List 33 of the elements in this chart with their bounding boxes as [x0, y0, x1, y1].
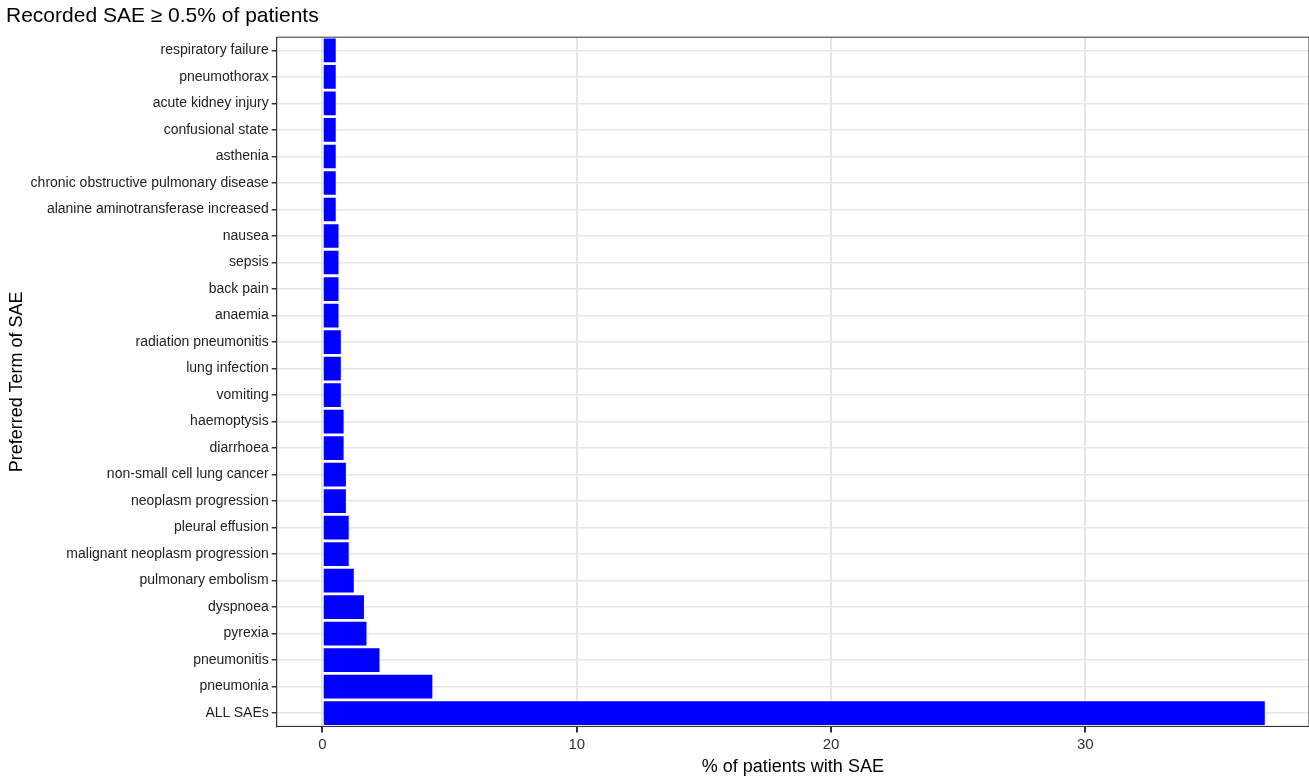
y-tick-label: dyspnoea [208, 597, 269, 614]
y-tick-label: haemoptysis [190, 412, 269, 429]
y-tick-label: diarrhoea [209, 438, 269, 455]
y-tick-label: neoplasm progression [130, 491, 269, 508]
y-tick-label: pulmonary embolism [139, 571, 269, 588]
y-tick-label: vomiting [216, 385, 269, 402]
y-tick-label: pneumonia [199, 677, 269, 694]
y-tick-label: alanine aminotransferase increased [46, 200, 269, 217]
x-tick-label: 0 [318, 734, 327, 752]
y-tick-label: pyrexia [223, 624, 269, 641]
x-tick-label: 30 [1076, 734, 1094, 752]
y-tick-label: respiratory failure [160, 41, 269, 58]
y-tick-label: confusional state [163, 120, 269, 137]
x-tick-label: 20 [822, 734, 840, 752]
y-tick-label: pneumothorax [179, 67, 269, 84]
y-tick-label: sepsis [229, 253, 269, 270]
y-tick-label: pneumonitis [193, 650, 269, 667]
y-axis-title: Preferred Term of SAE [5, 291, 26, 473]
y-tick-label: asthenia [215, 147, 269, 164]
y-tick-label: malignant neoplasm progression [66, 544, 269, 561]
y-tick-label: acute kidney injury [152, 94, 269, 111]
y-tick-label: radiation pneumonitis [135, 332, 269, 349]
x-axis-title: % of patients with SAE [701, 756, 884, 777]
x-tick-label: 10 [568, 734, 586, 752]
y-tick-label: non-small cell lung cancer [106, 465, 270, 482]
y-tick-label: back pain [208, 279, 269, 296]
chart-title: Recorded SAE ≥ 0.5% of patients [6, 3, 319, 27]
y-tick-label: chronic obstructive pulmonary disease [30, 173, 269, 190]
y-tick-label: ALL SAEs [205, 704, 269, 721]
y-tick-label: lung infection [186, 359, 269, 376]
y-tick-label: anaemia [215, 306, 269, 323]
y-tick-label: pleural effusion [174, 518, 269, 535]
y-tick-label: nausea [222, 226, 269, 243]
